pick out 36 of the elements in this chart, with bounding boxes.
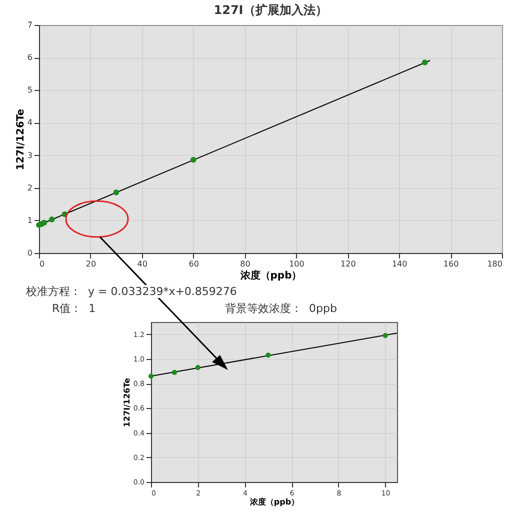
x-tick-label: 180 — [487, 260, 502, 268]
point — [422, 60, 428, 66]
x-tick-label: 100 — [289, 260, 304, 268]
x-tick-label: 120 — [340, 260, 356, 268]
point — [190, 156, 196, 163]
text: 背景等效浓度： 0ppb — [225, 302, 337, 315]
y-axis-title: 127I/126Te — [15, 108, 26, 170]
x-axis-title: 浓度（ppb） — [239, 270, 302, 282]
text: R值： 1 — [52, 302, 96, 315]
x-tick-label: 140 — [392, 260, 408, 268]
point — [382, 332, 388, 338]
x-tick-label: 20 — [86, 260, 96, 268]
x-tick-label: 80 — [240, 260, 250, 268]
point — [48, 216, 55, 222]
point — [113, 190, 120, 196]
y-tick-label: 5 — [27, 86, 32, 95]
x-tick-label: 160 — [443, 260, 459, 268]
y-tick-label: 1 — [27, 216, 32, 225]
x-tick-label: 40 — [137, 260, 148, 268]
y-tick-label: 2 — [27, 183, 32, 192]
x-axis-title: 浓度（ppb） — [248, 496, 300, 506]
point — [148, 374, 154, 379]
x-tick-label: 60 — [188, 260, 199, 268]
chart-title: 127I（扩展加入法） — [214, 3, 328, 17]
text: 校准方程： y = 0.033239*x+0.859276 — [26, 285, 237, 298]
y-tick-label: 4 — [27, 118, 32, 128]
point — [172, 370, 177, 376]
y-tick-label: 0 — [27, 248, 32, 258]
point — [41, 220, 48, 226]
y-tick-label: 7 — [27, 20, 32, 30]
y-tick-label: 6 — [27, 53, 32, 62]
x-tick-label: 0 — [40, 260, 45, 268]
point — [266, 352, 271, 358]
y-axis-title: 127I/126Te — [122, 377, 132, 428]
y-tick-label: 3 — [27, 150, 32, 160]
point — [195, 364, 200, 370]
